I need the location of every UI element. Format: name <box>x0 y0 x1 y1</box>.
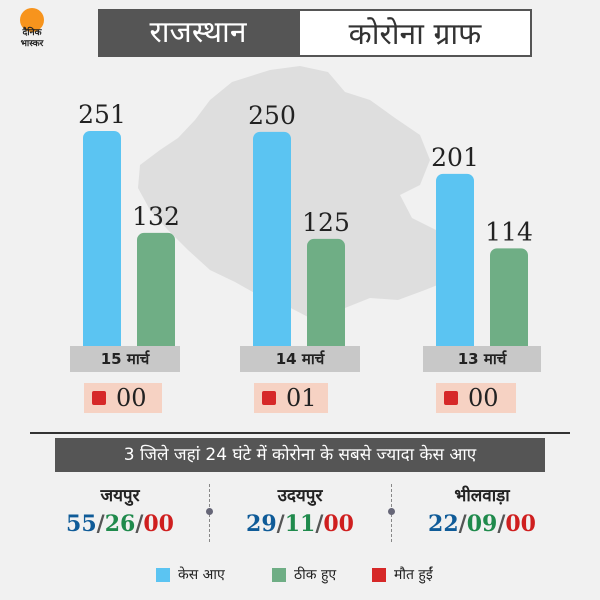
dainik-bhaskar-logo: दैनिक भास्कर <box>10 8 54 52</box>
district-cases: 22 <box>428 511 459 537</box>
legend-item-cases: केस आए <box>156 562 256 588</box>
district-udaipur: उदयपुर 29/11/00 <box>210 484 390 540</box>
district-jaipur: जयपुर 55/26/00 <box>30 484 210 540</box>
death-count-13-march: 00 <box>436 383 516 413</box>
district-figures: 29/11/00 <box>210 508 390 540</box>
legend-label-cases: केस आए <box>178 567 225 583</box>
death-value: 00 <box>116 384 147 412</box>
data-label: 251 <box>78 100 126 129</box>
legend-item-recovered: ठीक हुए <box>272 562 372 588</box>
district-figures: 55/26/00 <box>30 508 210 540</box>
bar-cases <box>253 131 291 354</box>
districts-subtitle: 3 जिले जहां 24 घंटे में कोरोना के सबसे ज… <box>55 438 545 472</box>
legend: केस आए ठीक हुए मौत हुईं <box>0 562 600 588</box>
logo-line1: दैनिक <box>22 28 42 38</box>
district-separator <box>206 484 213 542</box>
district-deaths: 00 <box>143 511 174 537</box>
district-name: जयपुर <box>100 486 140 506</box>
district-recovered: 09 <box>466 511 498 537</box>
section-divider <box>30 432 570 434</box>
data-label: 250 <box>248 101 296 130</box>
data-label: 201 <box>431 143 479 172</box>
district-recovered: 11 <box>284 511 316 537</box>
data-label: 114 <box>485 217 533 246</box>
district-deaths: 00 <box>505 511 536 537</box>
district-recovered: 26 <box>104 511 136 537</box>
district-deaths: 00 <box>323 511 354 537</box>
date-label-13-march: 13 मार्च <box>423 346 541 372</box>
figure-separator: / <box>276 511 285 537</box>
bar-recovered <box>137 232 175 354</box>
date-label-15-march: 15 मार्च <box>70 346 180 372</box>
legend-item-deaths: मौत हुईं <box>372 562 482 588</box>
figure-separator: / <box>315 511 324 537</box>
figure-separator: / <box>458 511 467 537</box>
bar-recovered <box>307 238 345 354</box>
legend-swatch-cases <box>156 568 170 582</box>
separator-dot <box>388 508 395 515</box>
data-label: 132 <box>132 202 180 231</box>
logo-line2: भास्कर <box>20 39 44 49</box>
bar-recovered <box>490 248 528 354</box>
figure-separator: / <box>96 511 105 537</box>
bar-cases <box>436 173 474 354</box>
bar-chart: 251 132 250 125 201 114 <box>78 66 533 354</box>
death-value: 00 <box>468 384 499 412</box>
district-name: भीलवाड़ा <box>454 486 510 506</box>
district-cases: 29 <box>246 511 277 537</box>
death-marker-icon <box>262 391 276 405</box>
header-state-title: राजस्थान <box>98 9 298 57</box>
district-figures: 22/09/00 <box>392 508 572 540</box>
district-cases: 55 <box>66 511 97 537</box>
header-graph-title: कोरोना ग्राफ <box>298 9 532 57</box>
death-marker-icon <box>444 391 458 405</box>
legend-label-deaths: मौत हुईं <box>394 567 433 583</box>
rajasthan-map-silhouette <box>138 66 460 318</box>
legend-swatch-deaths <box>372 568 386 582</box>
figure-separator: / <box>135 511 144 537</box>
legend-label-recovered: ठीक हुए <box>294 567 337 583</box>
death-marker-icon <box>92 391 106 405</box>
separator-dot <box>206 508 213 515</box>
death-count-14-march: 01 <box>254 383 328 413</box>
date-label-14-march: 14 मार्च <box>240 346 360 372</box>
death-value: 01 <box>286 384 317 412</box>
district-separator <box>388 484 395 542</box>
legend-swatch-recovered <box>272 568 286 582</box>
sun-icon <box>20 8 44 32</box>
district-name: उदयपुर <box>277 486 323 506</box>
bar-cases <box>83 131 121 354</box>
death-count-15-march: 00 <box>84 383 162 413</box>
figure-separator: / <box>497 511 506 537</box>
data-label: 125 <box>302 208 350 237</box>
district-bhilwara: भीलवाड़ा 22/09/00 <box>392 484 572 540</box>
